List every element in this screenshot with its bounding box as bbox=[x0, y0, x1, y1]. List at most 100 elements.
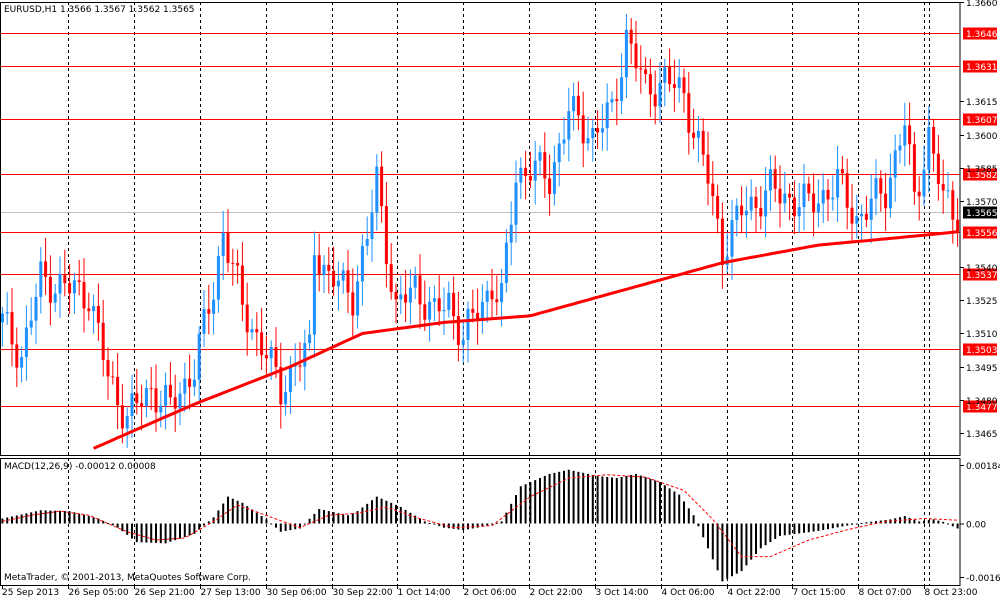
level-tag-label: 1.3556 bbox=[966, 229, 998, 239]
candle-body bbox=[423, 304, 427, 320]
candle-body bbox=[77, 280, 81, 283]
macd-bar bbox=[625, 475, 628, 524]
macd-bar bbox=[20, 514, 23, 524]
candle-body bbox=[783, 193, 787, 204]
macd-bar bbox=[481, 523, 484, 527]
macd-bar bbox=[246, 506, 249, 524]
price-axis: 1.36461.36311.36071.35821.35561.35371.35… bbox=[960, 0, 998, 440]
x-tick-label: 26 Sep 05:00 bbox=[69, 588, 129, 598]
macd-bar bbox=[529, 482, 532, 524]
macd-bar bbox=[486, 523, 489, 526]
level-tag bbox=[963, 60, 997, 73]
macd-bar bbox=[145, 523, 148, 543]
candle-body bbox=[816, 203, 820, 213]
y-tick-label: 1.3540 bbox=[966, 264, 998, 274]
macd-bar bbox=[395, 504, 397, 524]
macd-bar bbox=[366, 503, 369, 524]
candle-body bbox=[34, 296, 38, 321]
x-tick-label: 26 Sep 21:00 bbox=[135, 588, 195, 598]
macd-bar bbox=[836, 523, 839, 528]
macd-bar bbox=[798, 523, 801, 534]
candle-body bbox=[327, 264, 331, 271]
macd-bar bbox=[755, 523, 757, 554]
candle-body bbox=[821, 189, 825, 204]
x-tick-label: 8 Oct 23:00 bbox=[925, 588, 978, 598]
time-axis: 25 Sep 2013 26 Sep 05:00 26 Sep 21:00 27 Se… bbox=[2, 585, 978, 598]
candle-body bbox=[53, 293, 57, 303]
macd-bar bbox=[606, 477, 609, 524]
macd-bar bbox=[500, 521, 503, 524]
candle-body bbox=[442, 309, 446, 312]
macd-bar bbox=[332, 512, 335, 524]
macd-bar bbox=[721, 523, 724, 582]
candle-body bbox=[514, 182, 518, 225]
macd-bar bbox=[409, 512, 412, 524]
candle-body bbox=[384, 206, 388, 265]
macd-bar bbox=[563, 470, 565, 524]
candle-body bbox=[802, 183, 806, 208]
candle-body bbox=[500, 283, 504, 303]
candle-body bbox=[466, 308, 470, 340]
candle-body bbox=[130, 393, 134, 416]
macd-bar bbox=[49, 510, 52, 524]
macd-bar bbox=[687, 508, 690, 524]
candle-body bbox=[922, 169, 926, 197]
candle-body bbox=[346, 270, 350, 293]
candle-body bbox=[120, 405, 124, 429]
candle-body bbox=[624, 29, 628, 78]
candle-body bbox=[39, 261, 43, 297]
macd-bar bbox=[567, 469, 570, 524]
macd-bar bbox=[236, 500, 239, 524]
candle-body bbox=[932, 126, 936, 154]
macd-bar bbox=[159, 523, 162, 544]
macd-bar bbox=[860, 523, 863, 525]
macd-bar bbox=[726, 523, 729, 579]
macd-bar bbox=[750, 523, 753, 560]
candle-body bbox=[308, 334, 312, 344]
macd-bar bbox=[78, 513, 81, 524]
candle-body bbox=[10, 312, 14, 345]
x-tick-label: 4 Oct 06:00 bbox=[662, 588, 715, 598]
macd-bar bbox=[615, 478, 618, 524]
candle-body bbox=[586, 138, 590, 144]
macd-bar bbox=[534, 480, 537, 524]
candle-body bbox=[432, 298, 436, 302]
candle-body bbox=[572, 95, 576, 112]
macd-bar bbox=[231, 498, 234, 524]
candle-body bbox=[600, 128, 604, 133]
candle-body bbox=[375, 166, 379, 213]
macd-bar bbox=[582, 472, 585, 524]
candle-body bbox=[672, 84, 676, 88]
candle-body bbox=[677, 77, 681, 88]
macd-bar bbox=[855, 523, 858, 525]
candle-body bbox=[154, 388, 158, 413]
candle-body bbox=[687, 93, 691, 133]
price-pane-frame bbox=[0, 2, 961, 456]
candle-body bbox=[615, 99, 619, 101]
candle-body bbox=[826, 189, 830, 200]
candle-body bbox=[168, 384, 172, 398]
macd-bar bbox=[587, 473, 589, 524]
candle-body bbox=[620, 77, 624, 101]
macd-bar bbox=[467, 523, 469, 530]
macd-bar bbox=[745, 523, 748, 566]
candle-body bbox=[744, 210, 748, 216]
candle-body bbox=[936, 153, 940, 184]
candle-body bbox=[850, 207, 854, 224]
y-tick-label: 1.3495 bbox=[966, 364, 998, 374]
grid-layer bbox=[68, 2, 930, 585]
macd-bar bbox=[140, 523, 143, 543]
macd-bar bbox=[251, 509, 253, 524]
candle-body bbox=[634, 43, 638, 69]
current-price-tag bbox=[963, 206, 997, 219]
candle-body bbox=[389, 264, 393, 292]
macd-bar bbox=[711, 523, 714, 560]
macd-bar bbox=[635, 473, 637, 524]
macd-bar bbox=[207, 521, 210, 524]
level-tag-label: 1.3631 bbox=[966, 63, 998, 73]
candle-body bbox=[869, 198, 873, 220]
macd-bar bbox=[102, 520, 105, 524]
macd-bar bbox=[59, 510, 61, 524]
